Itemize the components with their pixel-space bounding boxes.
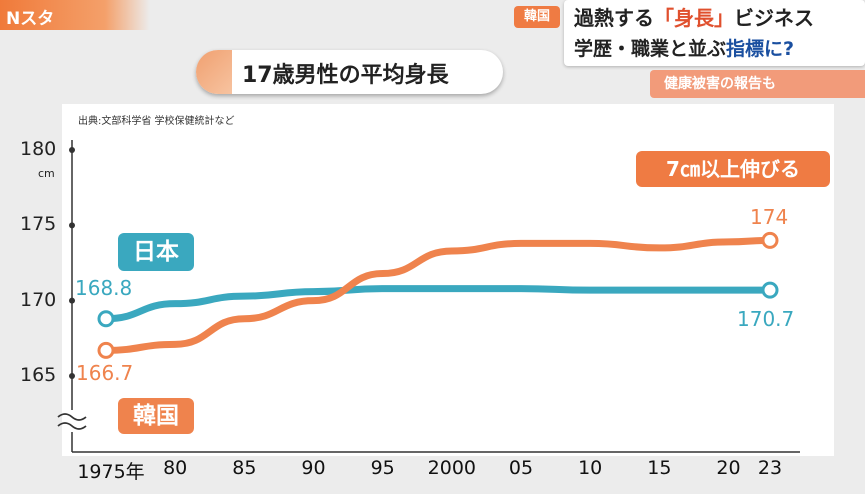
data-label-korea-end: 174 xyxy=(750,205,789,229)
sub-headline: 健康被害の報告も xyxy=(650,70,865,98)
y-tick-180 xyxy=(69,147,75,153)
headline-line2: 学歴・職業と並ぶ指標に? xyxy=(574,34,794,61)
series-line-1 xyxy=(102,236,774,354)
headline-line2-em: 指標に? xyxy=(726,38,795,60)
series-line-0 xyxy=(102,285,774,323)
axis-break-mark-lower xyxy=(57,422,87,430)
x-tick-label-1995: 95 xyxy=(370,457,395,479)
y-tick-label-170: 170 xyxy=(20,288,57,311)
legend-korea: 韓国 xyxy=(118,398,194,434)
data-label-japan-end: 170.7 xyxy=(737,307,795,331)
y-tick-label-175: 175 xyxy=(20,213,57,236)
legend-japan: 日本 xyxy=(118,233,194,271)
headline-line1-em: 「身長」 xyxy=(654,6,734,30)
y-tick-label-180: 180 xyxy=(20,138,57,160)
chart-title-pill: 17歳男性の平均身長 xyxy=(196,50,503,94)
x-tick-label-2000: 2000 xyxy=(427,457,476,479)
program-logo: Nスタ xyxy=(6,9,55,29)
title-accent-shape xyxy=(196,50,232,94)
chart-source: 出典:文部科学省 学校保健統計など xyxy=(78,116,235,127)
x-tick-label-2023: 23 xyxy=(757,457,783,479)
y-tick-175 xyxy=(69,222,75,229)
growth-annotation: 7㎝以上伸びる xyxy=(636,151,830,187)
headline-line1-pre: 過熱する xyxy=(574,6,654,30)
y-tick-170 xyxy=(69,297,75,304)
axis-break-mark-upper xyxy=(57,413,87,421)
headline-line1-post: ビジネス xyxy=(734,6,814,30)
series-1-point-2023 xyxy=(761,231,779,249)
topic-tag: 韓国 xyxy=(514,6,560,28)
x-tick-label-1985: 85 xyxy=(232,457,257,479)
x-tick-label-2010: 10 xyxy=(578,457,603,479)
data-label-korea-start: 166.7 xyxy=(76,361,134,385)
series-0-point-2023 xyxy=(761,281,779,299)
y-tick-165 xyxy=(69,373,75,379)
series-1-point-1975 xyxy=(97,341,115,359)
x-tick-label-2015: 15 xyxy=(647,457,672,479)
headline-box: 過熱する「身長」ビジネス 学歴・職業と並ぶ指標に? xyxy=(564,0,865,66)
y-tick-label-165: 165 xyxy=(20,364,57,386)
y-axis-unit: cm xyxy=(38,167,55,180)
headline-line1: 過熱する「身長」ビジネス xyxy=(574,2,814,31)
data-label-japan-start: 168.8 xyxy=(75,276,133,300)
series-0-point-1975 xyxy=(97,310,115,328)
x-tick-label-1990: 90 xyxy=(301,457,326,479)
chart-title: 17歳男性の平均身長 xyxy=(242,63,449,88)
x-tick-label-1980: 80 xyxy=(163,457,188,479)
x-tick-label-2020: 20 xyxy=(716,457,741,479)
x-tick-label-1975: 1975年 xyxy=(77,461,145,483)
logo-banner xyxy=(0,0,150,30)
x-tick-label-2005: 05 xyxy=(508,457,534,479)
headline-line2-pre: 学歴・職業と並ぶ xyxy=(574,38,727,60)
